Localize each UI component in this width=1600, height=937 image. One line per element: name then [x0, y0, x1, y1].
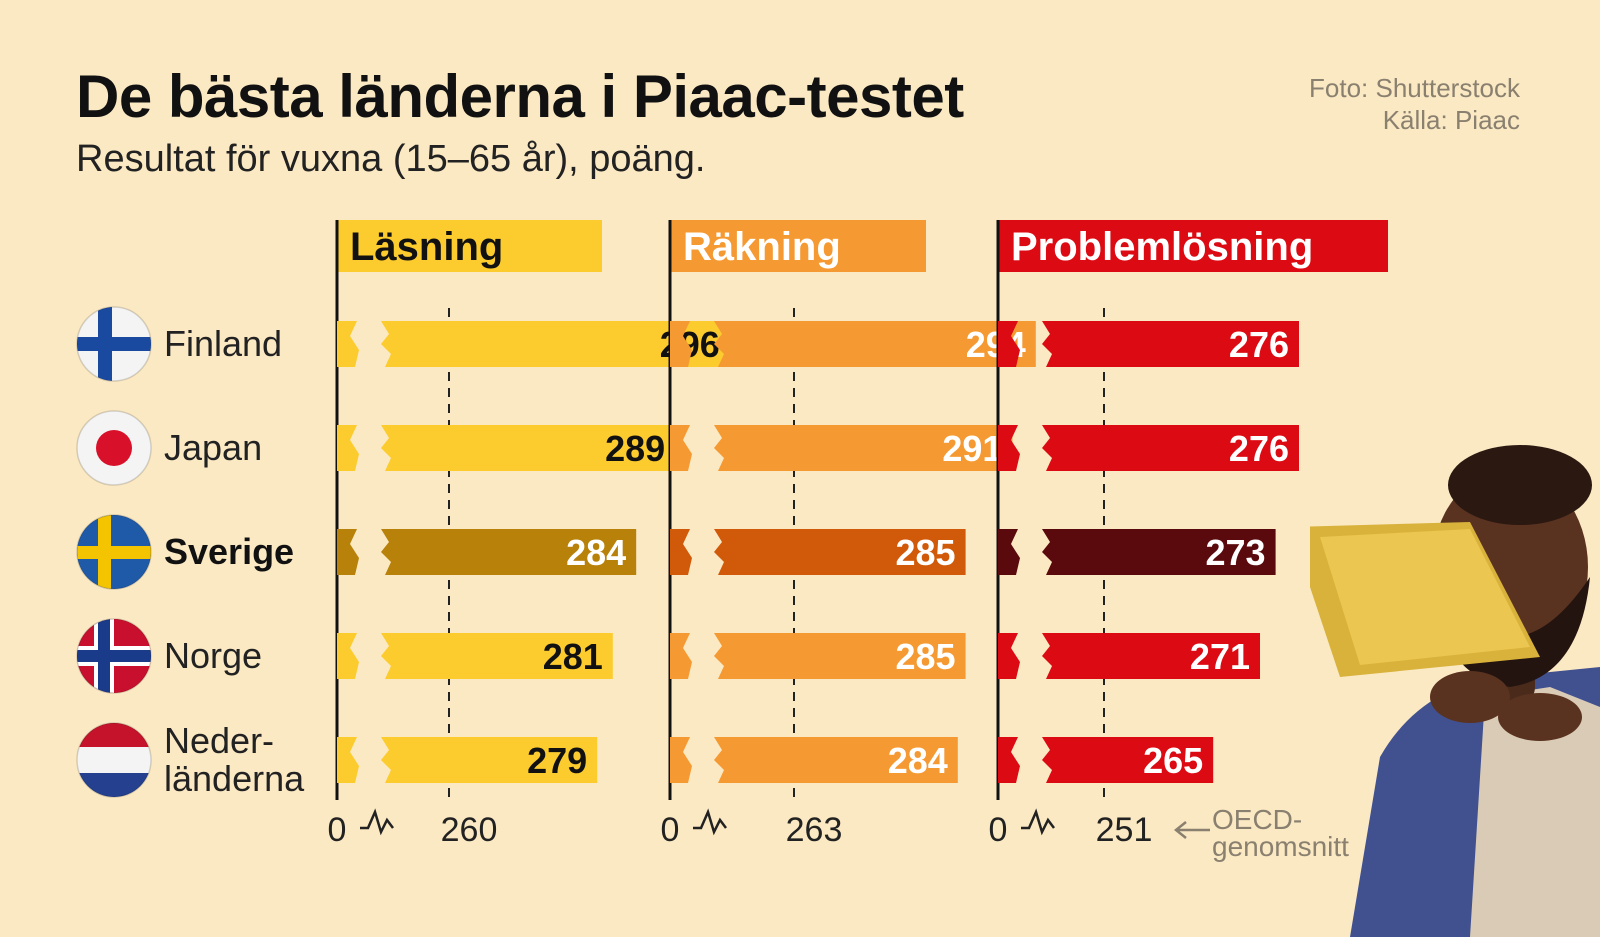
credits: Foto: Shutterstock Källa: Piaac — [1309, 72, 1520, 136]
oecd-note-line2: genomsnitt — [1212, 831, 1349, 862]
bar-l-sning-neder-l-nderna — [381, 737, 598, 783]
tick-label-oecd-l-sning: 260 — [441, 811, 498, 849]
bar-l-sning-finland — [381, 321, 730, 367]
axis-break-icon — [1021, 808, 1055, 836]
bar-stub-l-sning — [337, 425, 359, 471]
bar-stub-probleml-sning — [998, 737, 1020, 783]
header-label-l-sning: Läsning — [350, 225, 503, 269]
data-label: 271 — [1190, 636, 1250, 677]
netherlands-flag-icon — [76, 722, 152, 798]
bar-probleml-sning-norge — [1042, 633, 1260, 679]
country-label: Neder-länderna — [164, 720, 305, 799]
finland-flag-icon — [76, 306, 152, 382]
country-label: Sverige — [164, 531, 295, 572]
header-label-r-kning: Räkning — [683, 225, 841, 269]
country-row-neder-l-nderna: Neder-länderna — [76, 722, 304, 798]
bar-probleml-sning-japan — [1042, 425, 1299, 471]
data-label: 276 — [1229, 428, 1289, 469]
bar-stub-probleml-sning — [998, 633, 1020, 679]
bar-r-kning-japan — [714, 425, 1013, 471]
bar-stub-probleml-sning — [998, 529, 1020, 575]
data-label: 265 — [1143, 740, 1203, 781]
data-label: 284 — [566, 532, 626, 573]
header-band-l-sning — [337, 220, 602, 272]
person-reading-illustration — [1310, 445, 1600, 937]
bar-stub-l-sning — [337, 529, 359, 575]
axis-break-icon — [693, 808, 727, 836]
bar-probleml-sning-neder-l-nderna — [1042, 737, 1214, 783]
bar-r-kning-neder-l-nderna — [714, 737, 958, 783]
bar-stub-probleml-sning — [998, 425, 1020, 471]
tick-label-zero-r-kning: 0 — [661, 811, 680, 849]
oecd-note-line1: OECD- — [1212, 804, 1303, 835]
tick-label-zero-probleml-sning: 0 — [989, 811, 1008, 849]
oecd-arrow-icon — [1173, 821, 1210, 839]
data-label: 279 — [527, 740, 587, 781]
data-label: 285 — [896, 636, 956, 677]
data-label: 284 — [888, 740, 948, 781]
header-label-probleml-sning: Problemlösning — [1011, 225, 1313, 269]
bar-stub-r-kning — [670, 529, 692, 575]
tick-label-oecd-r-kning: 263 — [786, 811, 843, 849]
country-label: Finland — [164, 323, 283, 364]
bar-stub-l-sning — [337, 737, 359, 783]
data-label: 276 — [1229, 324, 1289, 365]
data-label: 285 — [896, 532, 956, 573]
bar-r-kning-norge — [714, 633, 966, 679]
data-label: 281 — [543, 636, 603, 677]
country-label: Japan — [164, 427, 263, 468]
bar-stub-probleml-sning — [998, 321, 1020, 367]
country-row-japan: Japan — [76, 410, 262, 486]
source-credit: Källa: Piaac — [1382, 105, 1520, 135]
data-label: 289 — [605, 428, 665, 469]
sweden-flag-icon — [76, 514, 152, 590]
bar-stub-l-sning — [337, 321, 359, 367]
bar-probleml-sning-sverige — [1042, 529, 1276, 575]
bar-stub-r-kning — [670, 425, 692, 471]
bar-l-sning-sverige — [381, 529, 637, 575]
bar-probleml-sning-finland — [1042, 321, 1299, 367]
bar-r-kning-finland — [714, 321, 1036, 367]
tick-label-oecd-probleml-sning: 251 — [1096, 811, 1153, 849]
photo-credit: Foto: Shutterstock — [1309, 73, 1520, 103]
bar-stub-l-sning — [337, 633, 359, 679]
axis-break-icon — [360, 808, 394, 836]
data-label: 291 — [942, 428, 1002, 469]
japan-flag-icon — [76, 410, 152, 486]
bar-l-sning-norge — [381, 633, 613, 679]
bar-l-sning-japan — [381, 425, 676, 471]
oecd-average-note: OECD- genomsnitt — [1212, 804, 1349, 862]
bar-stub-r-kning — [670, 321, 692, 367]
country-label: Norge — [164, 635, 263, 676]
page-title: De bästa länderna i Piaac-testet — [76, 63, 964, 130]
country-row-sverige: Sverige — [76, 514, 294, 590]
bar-stub-r-kning — [670, 737, 692, 783]
bar-stub-r-kning — [670, 633, 692, 679]
norway-flag-icon — [76, 618, 152, 694]
data-label: 273 — [1206, 532, 1266, 573]
header-band-probleml-sning — [998, 220, 1388, 272]
tick-label-zero-l-sning: 0 — [328, 811, 347, 849]
page-subtitle: Resultat för vuxna (15–65 år), poäng. — [76, 138, 706, 180]
header-band-r-kning — [670, 220, 926, 272]
country-row-norge: Norge — [76, 618, 262, 694]
bar-r-kning-sverige — [714, 529, 966, 575]
country-row-finland: Finland — [76, 306, 282, 382]
